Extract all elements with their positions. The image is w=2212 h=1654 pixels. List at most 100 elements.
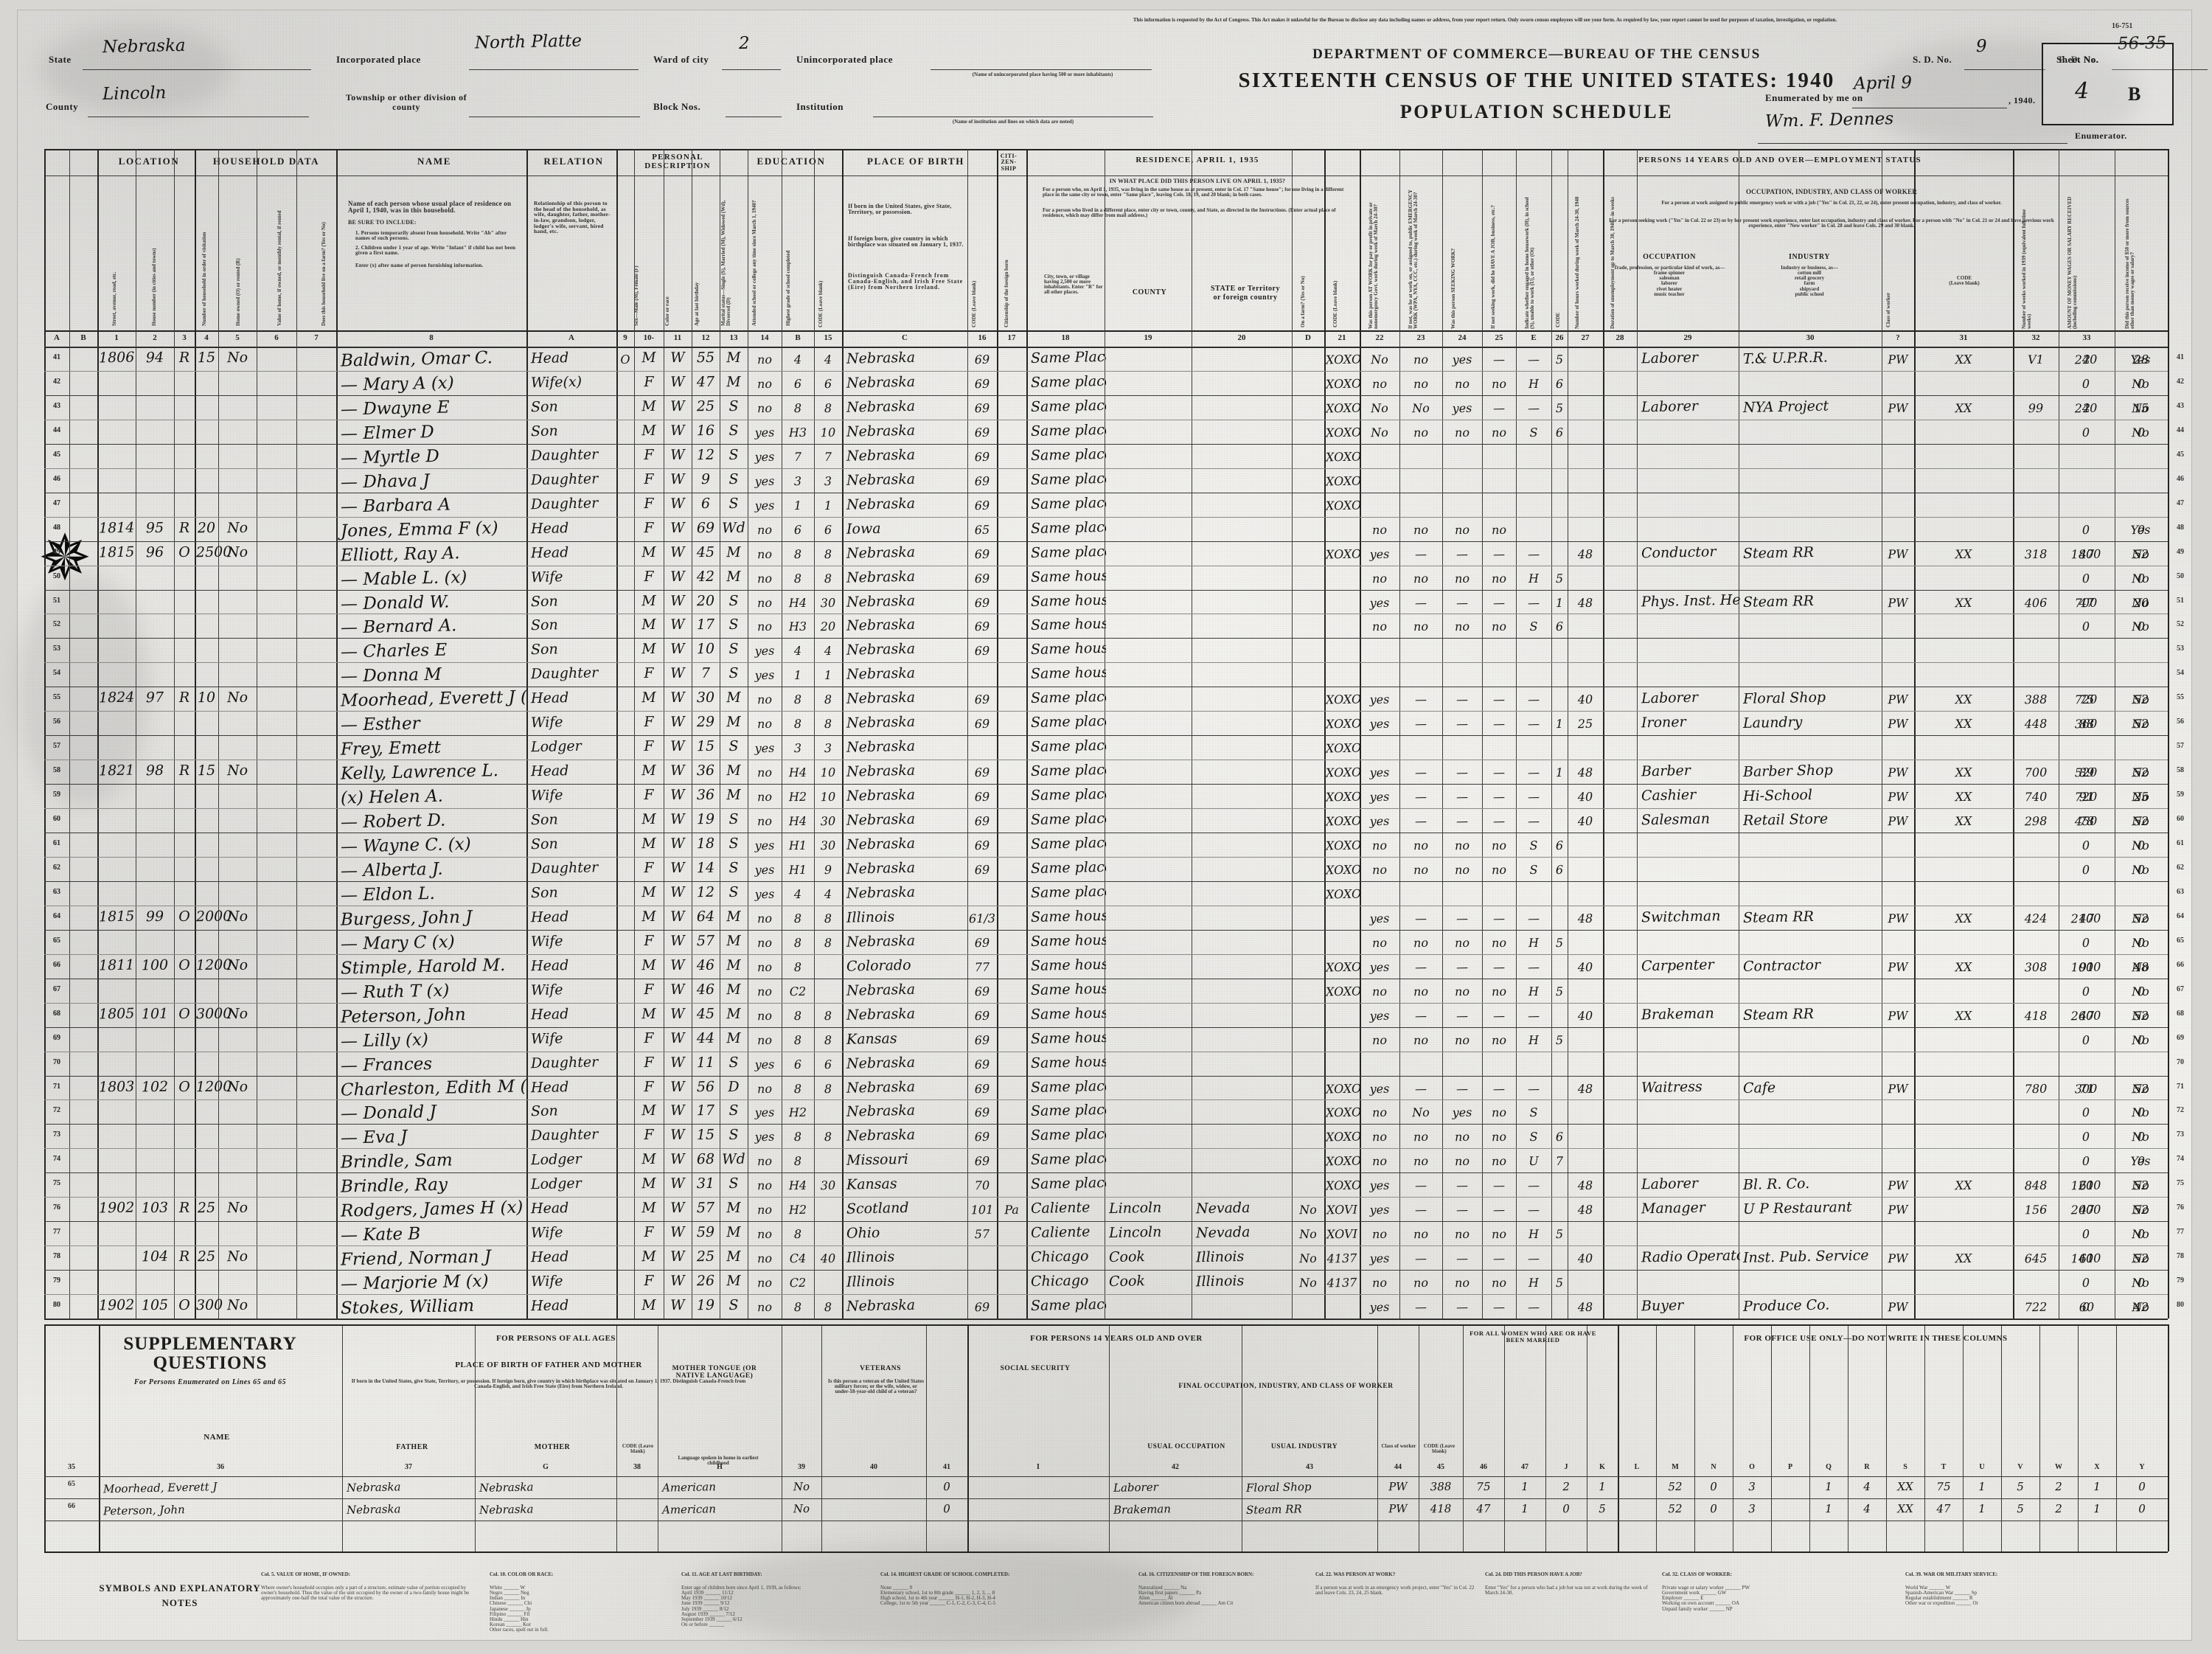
cell-relation: Wife xyxy=(530,981,563,998)
supp-cell-j: 4 xyxy=(1863,1501,1871,1516)
cell-wk: XX xyxy=(1955,1008,1972,1023)
cell-c21: no xyxy=(1371,1226,1388,1242)
cell-grade: H2 xyxy=(788,1105,807,1120)
cell-c24: — xyxy=(1492,1251,1506,1266)
cell-codeB: 8 xyxy=(824,571,832,585)
cell-codeB: 8 xyxy=(824,692,832,707)
cell-marital: S xyxy=(728,641,739,658)
supp-cell-e: 52 xyxy=(1668,1501,1683,1516)
row-rule-35 xyxy=(44,1197,2168,1198)
cell-name: Jones, Emma F (x) xyxy=(340,518,498,541)
cell-birthplace: Nebraska xyxy=(846,689,916,707)
cell-marital: S xyxy=(728,495,739,512)
cell-wages: 0 xyxy=(2081,984,2090,998)
cell-c21: no xyxy=(1371,619,1388,634)
cell-c22: no xyxy=(1413,838,1429,853)
cell-name: — Frances xyxy=(340,1054,433,1076)
supp-cell-usual_occ: Brakeman xyxy=(1113,1502,1172,1517)
cell-occupation: Laborer xyxy=(1641,397,1699,416)
cell-codeB: 30 xyxy=(820,595,836,610)
cell-codeC: 69 xyxy=(974,1032,990,1047)
cell-code29: 448 xyxy=(2024,716,2048,732)
sd-rule xyxy=(1964,69,2045,70)
cell-c21: no xyxy=(1371,862,1388,878)
enumerated-year: , 1940. xyxy=(2008,95,2036,105)
supp-column-rule-19 xyxy=(1656,1324,1657,1552)
cell-sex: M xyxy=(641,762,656,779)
cell-name: Peterson, John xyxy=(340,1004,466,1027)
supp-cell-name: Moorhead, Everett J xyxy=(102,1480,218,1496)
cell-house: 1821 xyxy=(98,762,135,779)
cell-school: no xyxy=(757,1154,773,1169)
column-rule-2 xyxy=(97,149,99,1318)
relation-column-instruction: Relationship of this person to the head … xyxy=(534,200,611,235)
row-line-number-right: 69 xyxy=(2177,1033,2184,1042)
cell-grade: H4 xyxy=(788,595,807,610)
cell-name: — Eldon L. xyxy=(340,883,436,906)
ward-rule xyxy=(722,69,781,70)
vheader-grade-completed: Highest grade of school completed xyxy=(785,250,791,326)
cell-wk: XX xyxy=(1955,1251,1972,1266)
cell-age: 64 xyxy=(696,908,715,925)
cell-codeB: 8 xyxy=(824,1299,832,1315)
cell-c21: no xyxy=(1371,1032,1388,1047)
supp-column-rule-2 xyxy=(342,1324,343,1552)
cell-c25: — xyxy=(1527,1251,1540,1266)
row-rule-39 xyxy=(44,1294,2168,1296)
supp-column-number-Q: Q xyxy=(1826,1463,1832,1471)
supp-ss-header: SOCIAL SECURITY xyxy=(1000,1365,1071,1372)
cell-race: W xyxy=(670,714,685,731)
cell-res_city: Caliente xyxy=(1030,1199,1091,1217)
cell-codeD: XOXO xyxy=(1325,498,1362,513)
cell-birthplace: Missouri xyxy=(846,1151,909,1170)
cell-codeD: XOXO xyxy=(1325,716,1362,732)
cell-res_city: Same place xyxy=(1030,1296,1107,1315)
supp-column-number-V: V xyxy=(2017,1463,2023,1471)
cell-value: 10 xyxy=(197,689,216,706)
cell-marital: M xyxy=(726,373,741,391)
cell-line: 53 xyxy=(53,644,60,653)
row-line-number-left: 48 xyxy=(53,523,60,532)
cell-codeC: 77 xyxy=(974,959,990,974)
supp-mother-header: MOTHER xyxy=(534,1443,571,1451)
row-line-number-left: 51 xyxy=(53,596,60,605)
footer-note-head-1: Col. 10. COLOR OR RACE: xyxy=(490,1571,554,1577)
cell-grade: C2 xyxy=(789,984,807,998)
supp-column-rule-14 xyxy=(1463,1324,1464,1552)
cell-c21: no xyxy=(1371,838,1388,853)
cell-c24: — xyxy=(1492,765,1506,780)
supp-cell-code2: 47 xyxy=(1476,1501,1491,1516)
cell-other-income: No xyxy=(2131,692,2150,707)
cell-line: 74 xyxy=(53,1155,60,1164)
state-label: State xyxy=(49,54,72,65)
cell-codeC: 69 xyxy=(974,644,990,659)
cell-name: — Dhava J xyxy=(340,470,430,493)
cell-age: 9 xyxy=(700,470,711,487)
cell-line: 56 xyxy=(53,717,60,726)
cell-c23: — xyxy=(1455,1081,1469,1096)
cell-school: no xyxy=(757,1008,773,1023)
cell-birthplace: Nebraska xyxy=(846,641,916,659)
cell-relation: Son xyxy=(530,884,558,902)
supp-cell-c: 5 xyxy=(1599,1501,1606,1516)
cell-grade: 8 xyxy=(793,959,802,974)
cell-codeB: 10 xyxy=(820,765,836,780)
footer-note-head-7: Col. 32. CLASS OF WORKER: xyxy=(1662,1571,1732,1577)
cell-codeB: 1 xyxy=(824,668,832,683)
residence-instruction-head: IN WHAT PLACE DID THIS PERSON LIVE ON AP… xyxy=(1109,178,1286,184)
cell-c26: 40 xyxy=(1577,789,1593,805)
cell-race: W xyxy=(670,859,685,877)
footer-note-head-0: Col. 5. VALUE OF HOME, IF OWNED: xyxy=(261,1571,351,1577)
cell-sex: F xyxy=(644,1127,654,1144)
cell-c25: H xyxy=(1528,1032,1540,1047)
cell-c21: yes xyxy=(1369,1178,1390,1193)
column-rule-4 xyxy=(174,149,175,1318)
supp-column-rule-23 xyxy=(1809,1324,1810,1552)
residence-instruction-2: For a person who lived in a different pl… xyxy=(1043,207,1336,219)
cell-birthplace: Nebraska xyxy=(846,422,916,440)
cell-wages: 0 xyxy=(2081,838,2090,853)
cell-age: 19 xyxy=(696,1296,715,1314)
row-rule-19 xyxy=(44,808,2168,810)
cell-race: W xyxy=(670,981,685,998)
